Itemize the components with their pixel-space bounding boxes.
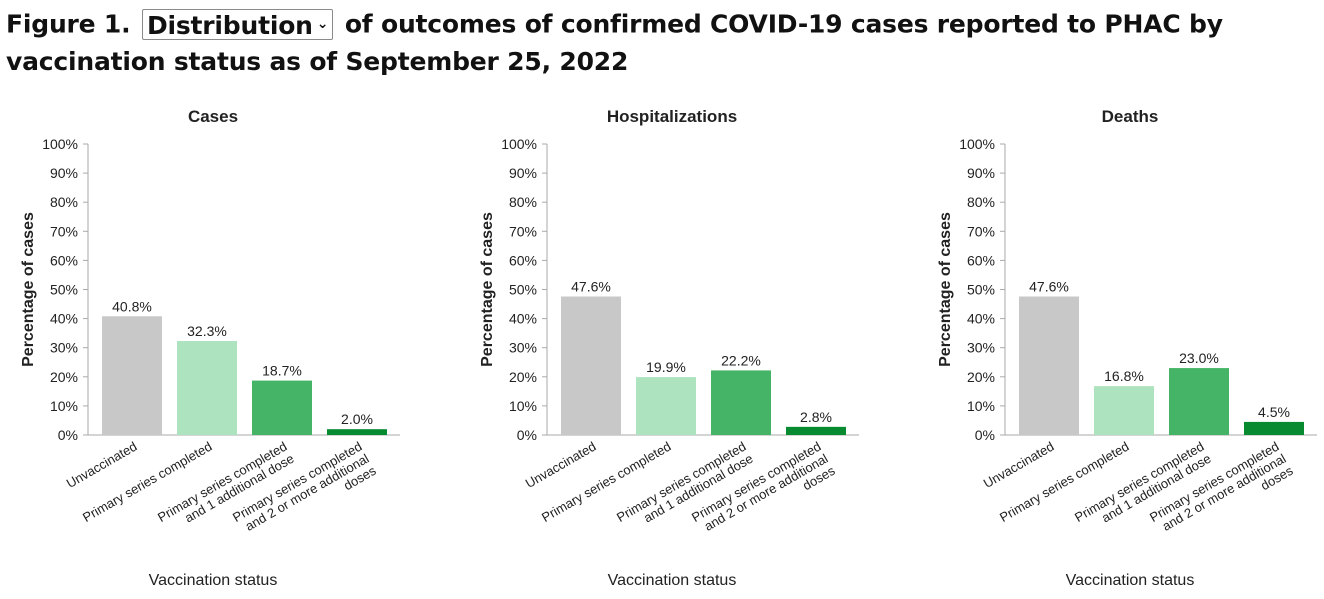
bar-1 [1019,296,1079,435]
y-tick-label: 90% [50,165,78,181]
title-line2-text: vaccination status as of September 25, 2… [6,46,629,76]
y-tick-label: 10% [50,398,78,414]
chart-hospitalizations: Hospitalizations Percentage of cases 0% 10%… [479,107,859,589]
bar-value-label: 2.0% [341,411,373,427]
dropdown-selected-value: Distribution [146,10,313,40]
bar-value-label: 16.8% [1104,368,1144,384]
y-tick-label: 90% [967,165,995,181]
y-tick-label: 70% [967,223,995,239]
bar-value-label: 2.8% [800,409,832,425]
y-tick-label: 0% [58,427,78,443]
y-tick-label: 30% [967,340,995,356]
bar-3 [252,380,312,435]
y-tick-label: 100% [42,136,78,152]
y-tick-label: 10% [967,398,995,414]
bar-value-label: 32.3% [187,323,227,339]
bar-3 [711,370,771,435]
y-tick-label: 10% [509,398,537,414]
bar-4 [1244,421,1304,435]
bar-value-label: 47.6% [571,278,611,294]
x-axis-label: Vaccination status [149,572,278,589]
chart-title: Deaths [1102,107,1159,126]
chart-title: Cases [188,107,238,126]
y-tick-label: 60% [509,252,537,268]
y-tick-label: 70% [509,223,537,239]
charts-svg: Cases Percentage of cases 0% 10% 20% 30% 40% 50… [20,107,1317,589]
y-tick-label: 0% [517,427,537,443]
figure-title: Figure 1. Distribution ⌄ of outcomes of c… [6,4,1306,80]
chart-title: Hospitalizations [607,107,737,126]
y-tick-label: 80% [509,194,537,210]
y-axis-label: Percentage of cases [20,212,37,367]
figure-number: Figure 1. [6,9,131,39]
y-tick-label: 90% [509,165,537,181]
charts-area: Cases Percentage of cases 0% 10% 20% 30% 40% 50… [0,100,1324,594]
bar-1 [102,316,162,435]
y-tick-label: 0% [975,427,995,443]
x-axis-label: Vaccination status [608,572,737,589]
bar-value-label: 23.0% [1179,350,1219,366]
chevron-down-icon: ⌄ [316,16,329,32]
bar-2 [636,377,696,435]
chart-deaths: Deaths Percentage of cases 0% 10% 20% 30% 40% 5… [937,107,1317,589]
x-axis-label: Vaccination status [1066,572,1195,589]
bar-1 [561,296,621,435]
bar-value-label: 40.8% [112,298,152,314]
chart-cases: Cases Percentage of cases 0% 10% 20% 30% 40% 50… [20,107,400,589]
bar-2 [1094,386,1154,435]
bar-value-label: 4.5% [1258,404,1290,420]
bar-value-label: 19.9% [646,359,686,375]
bar-3 [1169,368,1229,435]
bar-2 [177,341,237,435]
bar-value-label: 22.2% [721,352,761,368]
y-tick-label: 20% [509,369,537,385]
y-tick-label: 30% [509,340,537,356]
y-tick-label: 30% [50,340,78,356]
bar-value-label: 47.6% [1029,278,1069,294]
y-axis-label: Percentage of cases [479,212,496,367]
y-tick-label: 70% [50,223,78,239]
y-tick-label: 40% [50,311,78,327]
bar-4 [327,429,387,435]
y-tick-label: 80% [967,194,995,210]
y-tick-label: 20% [50,369,78,385]
bar-4 [786,426,846,435]
y-tick-label: 40% [509,311,537,327]
y-tick-label: 60% [50,252,78,268]
bar-value-label: 18.7% [262,363,302,379]
y-tick-label: 50% [509,282,537,298]
y-tick-label: 60% [967,252,995,268]
title-line1-text: of outcomes of confirmed COVID-19 cases … [344,9,1223,39]
y-tick-label: 40% [967,311,995,327]
y-tick-label: 100% [959,136,995,152]
y-tick-label: 20% [967,369,995,385]
y-axis-label: Percentage of cases [937,212,954,367]
y-tick-label: 80% [50,194,78,210]
y-tick-label: 50% [50,282,78,298]
distribution-dropdown[interactable]: Distribution ⌄ [141,8,334,40]
y-tick-label: 100% [501,136,537,152]
y-tick-label: 50% [967,282,995,298]
